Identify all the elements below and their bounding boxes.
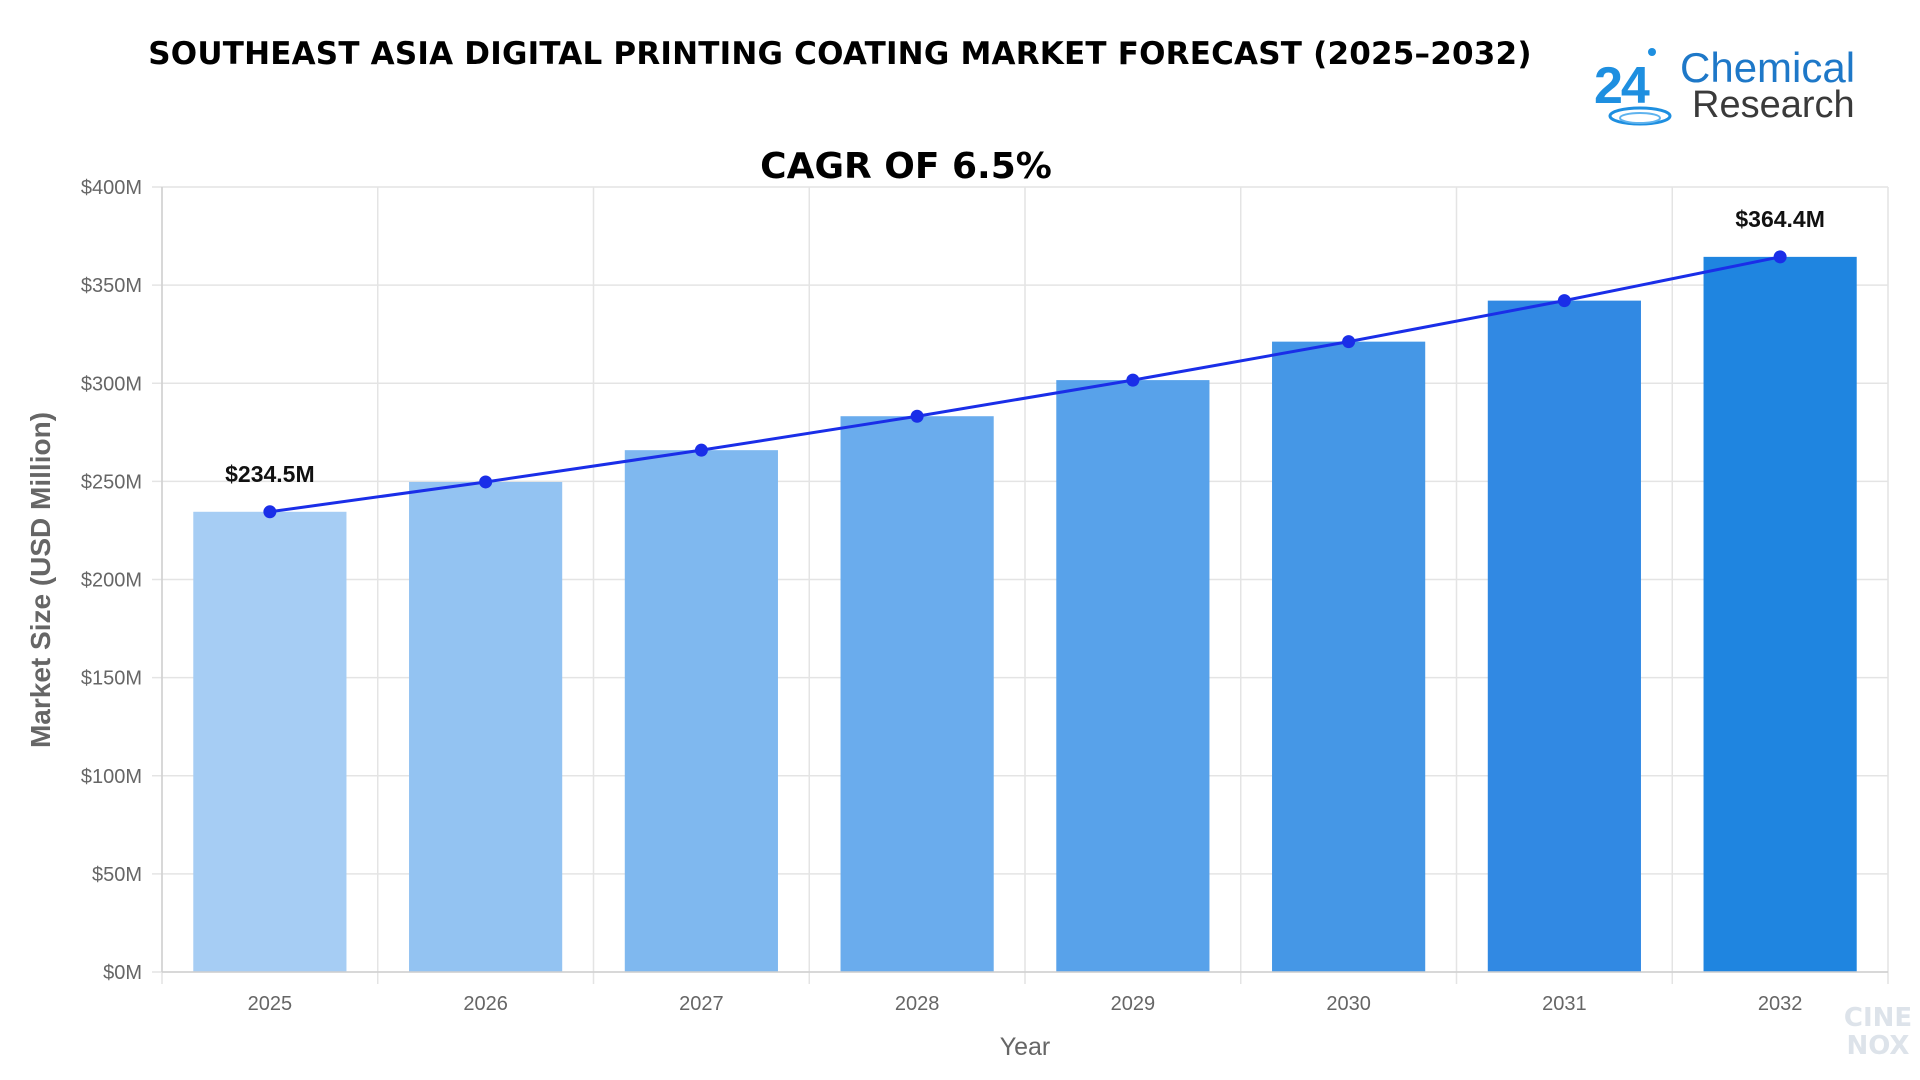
flask-icon [1608,48,1672,126]
bar-2029 [1056,380,1210,972]
bar-2031 [1487,300,1641,972]
y-tick-label: $150M [81,668,142,690]
x-tick-label: 2032 [1758,993,1803,1015]
x-tick-label: 2028 [895,993,940,1015]
y-tick-label: $350M [81,275,142,297]
trend-point-2030 [1342,335,1356,349]
y-tick-label: $0M [103,962,142,984]
x-axis-title: Year [1000,1033,1051,1061]
bar-2028 [840,416,994,973]
x-tick-label: 2030 [1326,993,1371,1015]
trend-point-2025 [263,505,277,519]
trend-point-2031 [1557,294,1571,308]
trend-point-2026 [479,475,493,489]
x-tick-label: 2025 [248,993,293,1015]
bar-2026 [409,481,563,972]
y-axis-title: Market Size (USD Million) [25,412,56,748]
x-tick-label: 2027 [679,993,724,1015]
data-label-2025: $234.5M [225,461,315,487]
data-label-2032: $364.4M [1735,206,1825,232]
brand-logo: 24 Chemical Research [1594,44,1874,130]
bar-2030 [1272,341,1426,972]
watermark-line1: CINE [1843,1003,1913,1033]
y-tick-label: $250M [81,471,142,493]
bar-2032 [1703,256,1857,972]
y-tick-label: $200M [81,570,142,592]
trend-line [269,255,1781,514]
bar-2025 [193,511,347,972]
chart-title: SOUTHEAST ASIA DIGITAL PRINTING COATING … [148,36,1532,72]
watermark-line2: NOX [1846,1031,1910,1061]
y-tick-label: $50M [92,864,142,886]
bar-2027 [624,450,778,972]
trend-point-2029 [1126,373,1140,387]
y-tick-label: $300M [81,373,142,395]
logo-word-chemical: Chemical [1680,44,1856,91]
logo-word-research: Research [1692,84,1855,126]
watermark: CINE NOX [1838,1004,1918,1074]
x-tick-label: 2029 [1111,993,1156,1015]
trend-point-2028 [910,409,924,423]
trend-point-2027 [694,443,708,457]
logo-number: 24 [1594,57,1650,115]
x-tick-label: 2031 [1542,993,1587,1015]
y-tick-label: $400M [81,177,142,199]
y-tick-label: $100M [81,766,142,788]
x-tick-label: 2026 [463,993,508,1015]
chart-subtitle-cagr: CAGR OF 6.5% [760,146,1052,187]
trend-point-2032 [1773,250,1787,264]
